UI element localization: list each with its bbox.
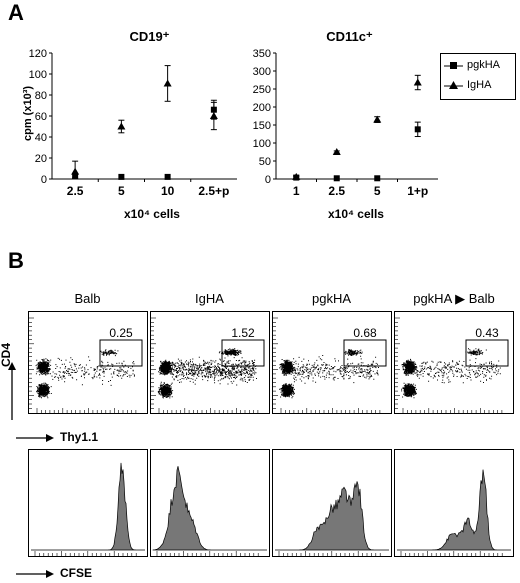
gate-box xyxy=(99,339,143,367)
cd4-arrow xyxy=(8,362,16,420)
point-pgkha xyxy=(374,175,381,182)
histogram-curve xyxy=(275,481,389,551)
point-pgkha xyxy=(333,175,340,182)
chart2-title: CD11c⁺ xyxy=(326,29,373,44)
y-tick-label: 350 xyxy=(253,48,271,60)
gate-value: 1.52 xyxy=(231,326,255,340)
histogram-pgkha-balb xyxy=(394,449,514,557)
facs-x-axis-label: Thy1.1 xyxy=(60,430,99,444)
dotplot-pgkha-balb: 0.43 xyxy=(394,311,514,414)
point-igha xyxy=(117,122,126,130)
x-tick-label: 5 xyxy=(374,184,381,198)
histogram-curve xyxy=(152,466,267,551)
chart1-title: CD19⁺ xyxy=(129,29,170,44)
point-igha xyxy=(292,172,301,180)
panel-letter-b: B xyxy=(8,248,24,273)
y-tick-label: 60 xyxy=(35,111,47,123)
panel-letter-a: A xyxy=(8,0,24,25)
gate-box xyxy=(465,339,509,367)
y-tick-label: 120 xyxy=(29,48,47,60)
dotplot-events xyxy=(279,349,379,399)
histogram-igha xyxy=(150,449,270,557)
y-tick-label: 0 xyxy=(265,174,271,186)
legend-markers xyxy=(444,62,463,89)
y-tick-label: 80 xyxy=(35,90,47,102)
facs-hist-axis-label: CFSE xyxy=(60,566,93,580)
point-igha xyxy=(332,148,341,155)
x-tick-label: 1 xyxy=(293,184,300,198)
histogram-balb xyxy=(28,449,148,557)
y-tick-label: 250 xyxy=(253,84,271,96)
x-tick-label: 2.5 xyxy=(67,184,84,198)
facs-column-pgkha: pgkHA xyxy=(311,291,352,306)
dotplot-pgkha: 0.68 xyxy=(272,311,392,414)
x-tick-label: 5 xyxy=(118,184,125,198)
facs-column-balb: Balb xyxy=(74,291,101,306)
dotplot-events xyxy=(35,349,135,399)
thy11-arrow xyxy=(16,434,54,442)
dotplot-balb: 0.25 xyxy=(28,311,148,414)
point-igha xyxy=(373,115,382,123)
chart1-xlabel: x10⁴ cells xyxy=(124,207,180,221)
gate-box xyxy=(343,339,387,367)
y-tick-label: 100 xyxy=(29,69,47,81)
dotplot-igha: 1.52 xyxy=(150,311,270,414)
x-tick-label: 1+p xyxy=(407,184,428,198)
y-tick-label: 150 xyxy=(253,120,271,132)
legend-triangle-marker xyxy=(449,81,458,89)
point-igha xyxy=(163,79,172,87)
histogram-curve xyxy=(397,469,511,551)
gate-value: 0.25 xyxy=(109,326,133,340)
facs-column-pgkha-balb: pgkHA ▶ Balb xyxy=(413,291,495,306)
chart-legend: pgkHA IgHA xyxy=(440,53,516,100)
y-tick-label: 300 xyxy=(253,66,271,78)
y-tick-label: 20 xyxy=(35,153,47,165)
gate-value: 0.43 xyxy=(475,326,499,340)
y-tick-label: 200 xyxy=(253,102,271,114)
legend-square-marker xyxy=(450,62,457,69)
y-tick-label: 0 xyxy=(41,174,47,186)
point-igha xyxy=(71,167,80,175)
chart2-plot: 0 50 100 150 200 250 300 350 1 2.5 5 1+p xyxy=(253,48,438,198)
point-pgkha xyxy=(164,173,171,180)
point-pgkha xyxy=(118,173,125,180)
y-tick-label: 40 xyxy=(35,132,47,144)
gate-value: 0.68 xyxy=(353,326,377,340)
point-pgkha xyxy=(414,126,421,133)
histogram-pgkha xyxy=(272,449,392,557)
dotplot-events xyxy=(401,348,501,399)
facs-column-igha: IgHA xyxy=(195,291,224,306)
legend-item-pgkha: pgkHA xyxy=(467,59,501,71)
x-tick-label: 2.5+p xyxy=(198,184,229,198)
y-tick-label: 50 xyxy=(259,156,271,168)
cfse-arrow xyxy=(16,570,54,578)
legend-item-igha: IgHA xyxy=(467,79,492,91)
x-tick-label: 10 xyxy=(161,184,175,198)
y-tick-label: 100 xyxy=(253,138,271,150)
chart1-plot: 0 20 40 60 80 100 120 2.5 5 10 2.5+p xyxy=(29,48,237,198)
x-tick-label: 2.5 xyxy=(328,184,345,198)
gate-box xyxy=(221,339,265,367)
point-igha xyxy=(209,112,218,119)
chart2-xlabel: x10⁴ cells xyxy=(328,207,384,221)
histogram-curve xyxy=(31,462,145,551)
point-igha xyxy=(413,78,422,86)
dotplot-events xyxy=(157,348,257,399)
